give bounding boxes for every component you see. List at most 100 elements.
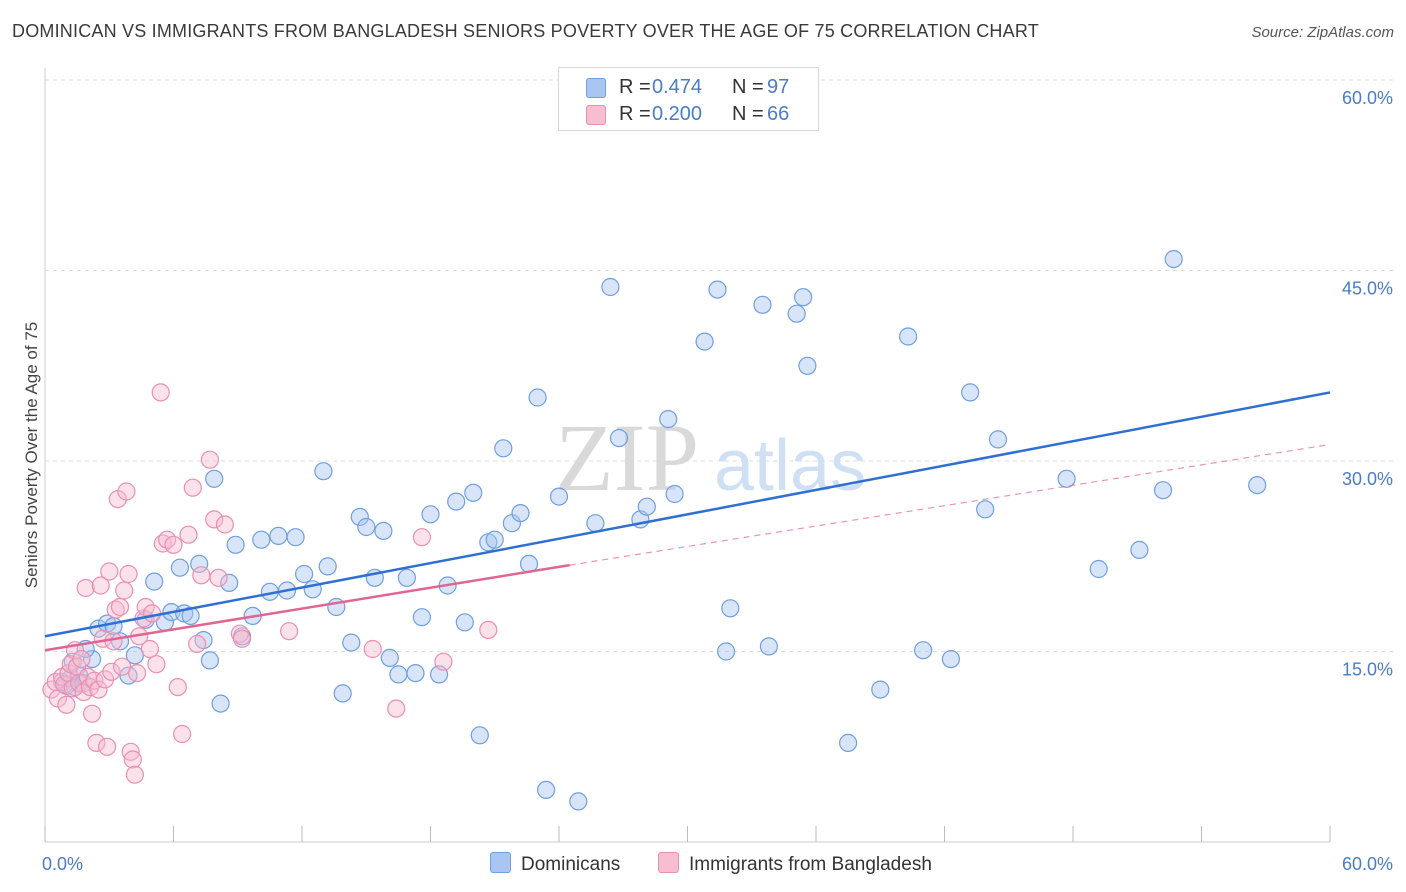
- point-dominicans: [397, 568, 416, 587]
- point-dominicans: [1153, 481, 1173, 500]
- point-dominicans: [665, 484, 684, 504]
- legend-n-label: N =: [732, 76, 764, 98]
- point-dominicans: [838, 733, 858, 753]
- x-tick-label: 0.0%: [42, 854, 83, 874]
- watermark-zip: ZIP: [555, 404, 699, 511]
- point-bangladesh: [363, 639, 382, 659]
- series-swatch-blue: [490, 852, 511, 873]
- point-dominicans: [586, 514, 605, 533]
- point-dominicans: [871, 680, 890, 699]
- legend-n-value: 66: [767, 103, 790, 125]
- y-tick-label: 30.0%: [1342, 469, 1393, 489]
- grid-lines: [45, 79, 1393, 652]
- point-dominicans: [318, 557, 337, 576]
- point-bangladesh: [117, 482, 136, 501]
- point-bangladesh: [57, 695, 76, 714]
- legend-n-value: 97: [767, 76, 790, 98]
- series-name: Dominicans: [521, 854, 621, 875]
- y-axis-label: Seniors Poverty Over the Age of 75: [22, 322, 41, 588]
- point-dominicans: [609, 429, 629, 448]
- point-dominicans: [536, 780, 556, 800]
- y-tick-label: 45.0%: [1342, 279, 1393, 299]
- point-dominicans: [485, 530, 504, 549]
- point-dominicans: [470, 726, 489, 745]
- legend-swatch-pink: [586, 105, 606, 125]
- point-dominicans: [787, 304, 806, 323]
- point-bangladesh: [95, 670, 115, 689]
- point-bangladesh: [72, 649, 91, 669]
- point-dominicans: [1248, 476, 1267, 495]
- point-dominicans: [695, 332, 714, 351]
- point-dominicans: [333, 684, 352, 703]
- point-dominicans: [342, 633, 361, 652]
- point-bangladesh: [100, 562, 119, 581]
- point-dominicans: [170, 558, 189, 577]
- point-bangladesh: [209, 568, 228, 587]
- point-dominicans: [528, 388, 547, 407]
- point-dominicans: [494, 439, 513, 458]
- point-dominicans: [421, 505, 440, 524]
- point-bangladesh: [387, 699, 406, 718]
- point-dominicans: [716, 642, 736, 661]
- series-swatch-pink: [658, 852, 679, 873]
- point-dominicans: [269, 526, 288, 546]
- legend-r-label: R =: [619, 103, 651, 125]
- point-dominicans: [898, 327, 918, 346]
- point-bangladesh: [412, 528, 431, 547]
- data-points: [42, 250, 1267, 811]
- watermark: ZIP atlas: [555, 404, 866, 511]
- trend-lines: [44, 391, 1331, 652]
- point-dominicans: [145, 572, 164, 591]
- point-bangladesh: [164, 535, 183, 554]
- point-bangladesh: [151, 383, 170, 402]
- point-bangladesh: [434, 652, 453, 671]
- point-dominicans: [961, 383, 980, 402]
- x-tick-label: 60.0%: [1342, 854, 1393, 874]
- point-dominicans: [380, 648, 399, 668]
- point-dominicans: [708, 280, 727, 299]
- point-bangladesh: [112, 657, 132, 676]
- point-dominicans: [1089, 559, 1108, 579]
- point-bangladesh: [192, 566, 211, 585]
- chart-title: DOMINICAN VS IMMIGRANTS FROM BANGLADESH …: [12, 21, 1039, 41]
- point-bangladesh: [479, 620, 498, 640]
- point-dominicans: [295, 564, 314, 584]
- point-bangladesh: [97, 737, 117, 756]
- trend-line-bangladesh: [44, 563, 570, 652]
- point-bangladesh: [179, 525, 198, 544]
- point-dominicans: [205, 469, 224, 488]
- point-dominicans: [374, 521, 393, 541]
- point-dominicans: [200, 651, 219, 670]
- point-dominicans: [226, 535, 245, 554]
- point-dominicans: [659, 410, 678, 429]
- legend-r-label: R =: [619, 76, 651, 98]
- y-tick-label: 60.0%: [1342, 88, 1393, 108]
- point-dominicans: [721, 599, 740, 618]
- point-dominicans: [314, 462, 333, 481]
- point-dominicans: [511, 503, 530, 523]
- point-dominicans: [976, 500, 995, 519]
- point-bangladesh: [87, 733, 106, 753]
- point-dominicans: [350, 507, 369, 527]
- point-bangladesh: [183, 478, 202, 497]
- point-dominicans: [252, 530, 271, 549]
- point-bangladesh: [173, 724, 192, 744]
- point-dominicans: [637, 497, 656, 516]
- point-dominicans: [82, 649, 102, 669]
- point-bangladesh: [91, 576, 110, 595]
- point-bangladesh: [215, 515, 234, 534]
- point-bangladesh: [147, 655, 166, 674]
- point-dominicans: [220, 573, 239, 593]
- point-bangladesh: [76, 578, 95, 598]
- point-dominicans: [406, 663, 425, 683]
- point-dominicans: [389, 665, 408, 684]
- point-bangladesh: [200, 450, 219, 469]
- point-dominicans: [601, 277, 620, 297]
- legend-r-value: 0.200: [652, 103, 703, 125]
- point-dominicans: [286, 528, 305, 547]
- point-bangladesh: [82, 704, 102, 723]
- point-dominicans: [447, 492, 466, 511]
- point-bangladesh: [110, 597, 130, 617]
- point-dominicans: [753, 295, 772, 314]
